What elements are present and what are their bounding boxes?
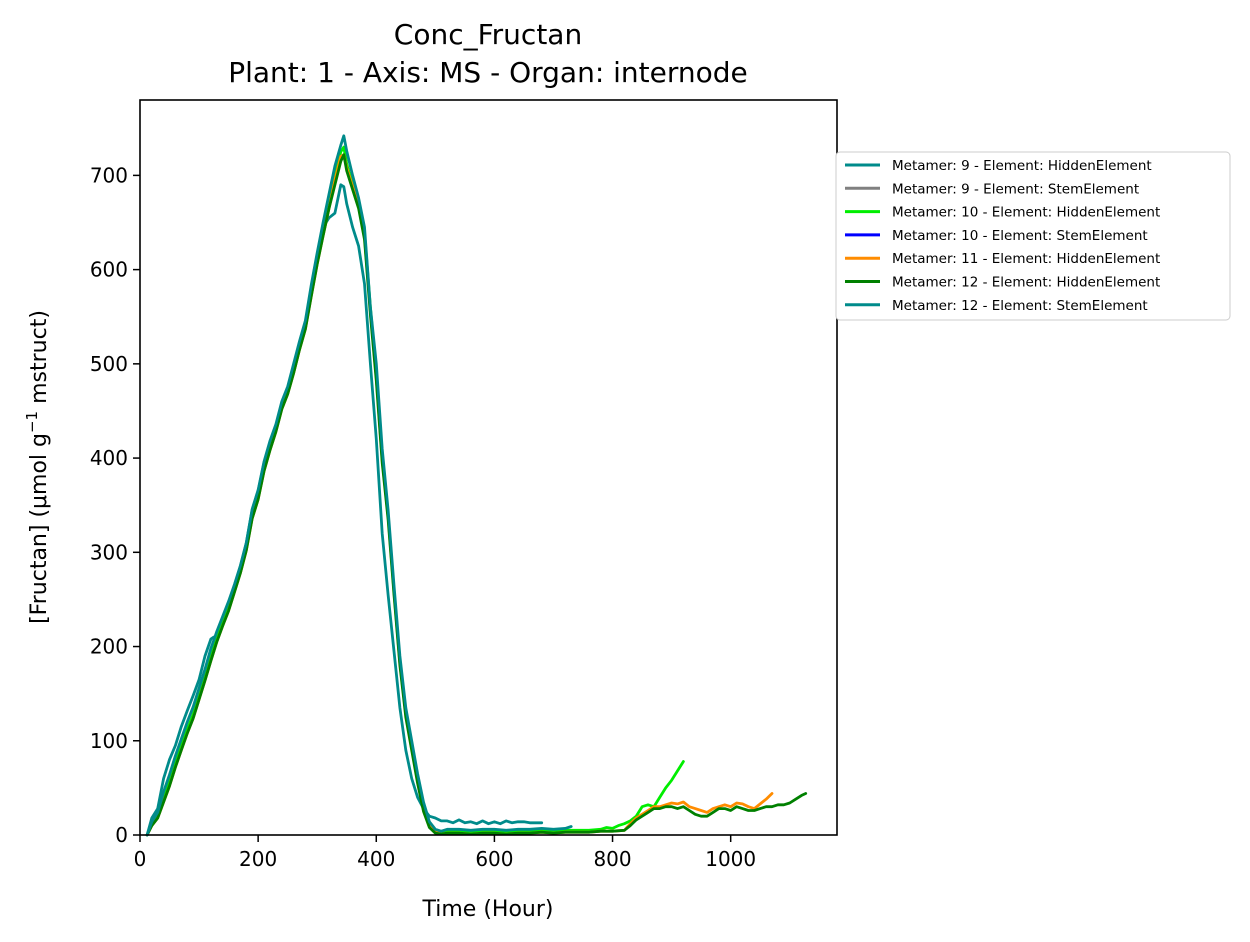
series-line-metamer-12-element-hiddenelement: [145, 153, 808, 837]
series-line-metamer-12-element-stemelement: [145, 134, 573, 837]
plot-frame: [139, 99, 838, 836]
y-axis-label-prefix: [Fructan] (μmol g: [27, 433, 52, 624]
series-layer: [145, 134, 808, 837]
legend-label-metamer-12-element-hiddenelement: Metamer: 12 - Element: HiddenElement: [892, 275, 1160, 291]
x-tick-label: 200: [239, 847, 277, 871]
y-tick-label: 300: [90, 540, 128, 564]
y-tick-label: 600: [90, 258, 128, 282]
x-tick-label: 0: [134, 847, 147, 871]
y-axis-label-superscript: −1: [23, 411, 41, 433]
y-axis-ticks: 0 100 200 300 400 500 600 700: [90, 163, 140, 847]
x-tick-label: 800: [593, 847, 631, 871]
x-tick-label: 1000: [705, 847, 756, 871]
y-axis-label: [Fructan] (μmol g−1 mstruct): [23, 310, 52, 624]
x-tick-label: 600: [475, 847, 513, 871]
chart-subtitle: Plant: 1 - Axis: MS - Organ: internode: [228, 56, 748, 89]
y-tick-label: 700: [90, 163, 128, 187]
legend-label-metamer-10-element-stemelement: Metamer: 10 - Element: StemElement: [892, 228, 1148, 244]
legend-label-metamer-9-element-stemelement: Metamer: 9 - Element: StemElement: [892, 181, 1139, 197]
legend-label-metamer-11-element-hiddenelement: Metamer: 11 - Element: HiddenElement: [892, 251, 1160, 267]
x-axis-label: Time (Hour): [422, 897, 554, 922]
chart-title: Conc_Fructan: [394, 18, 582, 51]
series-line-metamer-9-element-hiddenelement: [145, 183, 544, 837]
legend-label-metamer-12-element-stemelement: Metamer: 12 - Element: StemElement: [892, 298, 1148, 314]
y-tick-label: 500: [90, 352, 128, 376]
legend-label-metamer-9-element-hiddenelement: Metamer: 9 - Element: HiddenElement: [892, 158, 1152, 174]
y-tick-label: 0: [115, 823, 128, 847]
series-line-metamer-11-element-hiddenelement: [145, 153, 774, 837]
y-axis-label-suffix: mstruct): [27, 310, 52, 411]
legend: Metamer: 9 - Element: HiddenElement Metam…: [835, 151, 1231, 321]
legend-box: [835, 151, 1231, 321]
legend-label-metamer-10-element-hiddenelement: Metamer: 10 - Element: HiddenElement: [892, 205, 1160, 221]
legend-items: Metamer: 9 - Element: HiddenElement Metam…: [845, 158, 1160, 314]
y-tick-label: 100: [90, 729, 128, 753]
series-line-metamer-10-element-hiddenelement: [145, 145, 685, 837]
y-tick-label: 400: [90, 446, 128, 470]
y-tick-label: 200: [90, 635, 128, 659]
x-tick-label: 400: [357, 847, 395, 871]
x-axis-ticks: 0 200 400 600 800 1000: [134, 835, 756, 871]
